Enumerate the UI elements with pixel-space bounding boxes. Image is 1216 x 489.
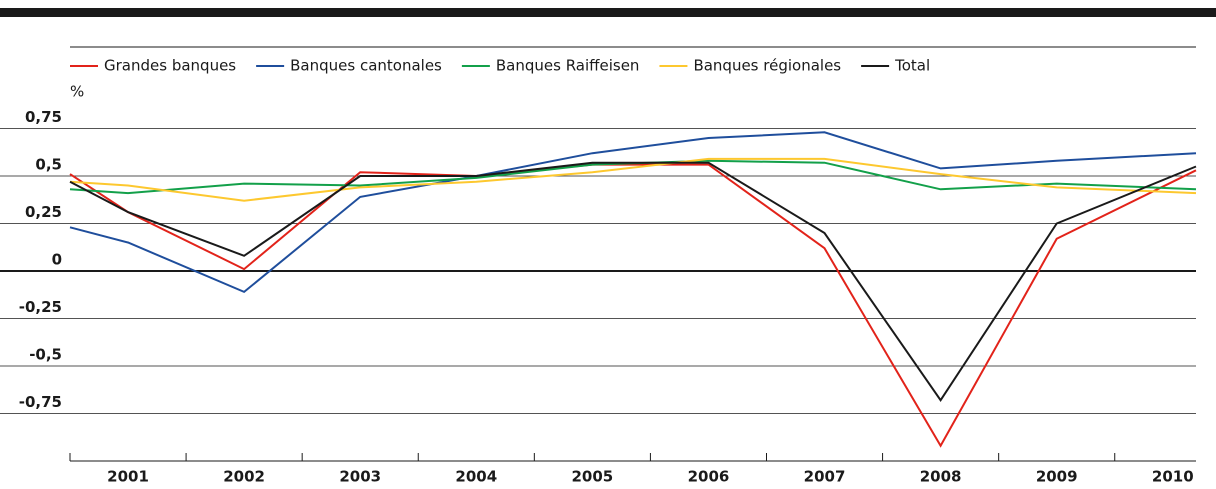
- y-tick-label: -0,5: [29, 346, 62, 364]
- x-tick-label: 2003: [339, 468, 381, 486]
- x-tick-label: 2010: [1152, 468, 1194, 486]
- x-tick-label: 2006: [688, 468, 730, 486]
- y-unit: %: [70, 83, 84, 101]
- x-tick-label: 2009: [1036, 468, 1078, 486]
- x-tick-label: 2002: [223, 468, 265, 486]
- series-line: [69, 163, 1197, 448]
- y-tick-label: 0,25: [25, 203, 62, 221]
- x-tick-label: 2007: [804, 468, 846, 486]
- legend-label: Grandes banques: [104, 57, 236, 75]
- x-tick-label: 2008: [920, 468, 962, 486]
- legend-label: Banques Raiffeisen: [496, 57, 640, 75]
- series-line: [69, 161, 1197, 402]
- legend-label: Banques cantonales: [290, 57, 442, 75]
- x-tick-label: 2001: [107, 468, 149, 486]
- header-bar: [0, 8, 1216, 17]
- y-tick-label: 0,75: [25, 108, 62, 126]
- x-tick-label: 2005: [571, 468, 613, 486]
- legend-label: Total: [894, 57, 930, 75]
- legend-label: Banques régionales: [693, 57, 841, 75]
- x-tick-label: 2004: [455, 468, 497, 486]
- series-line: [69, 131, 1197, 294]
- y-tick-label: -0,75: [19, 393, 62, 411]
- series-line: [69, 159, 1197, 195]
- y-tick-label: 0,5: [35, 156, 62, 174]
- series-line: [69, 157, 1197, 202]
- y-tick-label: 0: [52, 251, 62, 269]
- y-tick-label: -0,25: [19, 298, 62, 316]
